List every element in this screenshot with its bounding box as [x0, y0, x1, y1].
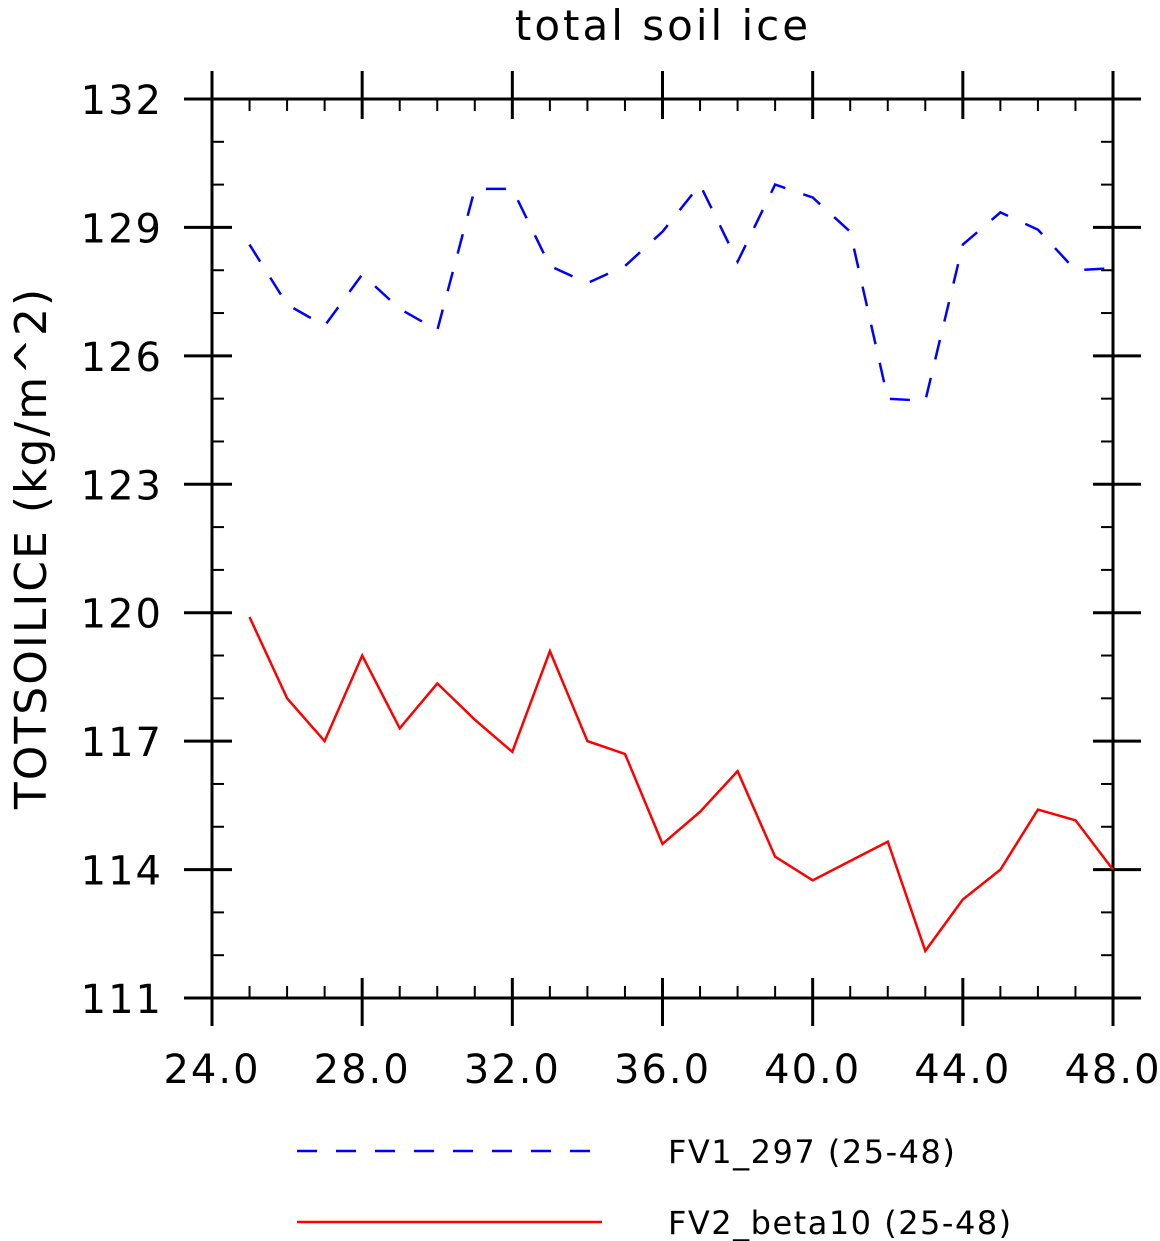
- plot-frame: [210, 97, 1115, 1000]
- plot-area: 24.0 28.0 32.0 36.0 40.0 44.0 48.0 111 114 117 120…: [81, 71, 1160, 1093]
- series-line-1: [248, 182, 1114, 403]
- y-tick-label: 126: [81, 335, 163, 381]
- x-tick-label: 40.0: [764, 1047, 861, 1093]
- legend-label-1: FV1_297 (25-48): [668, 1133, 956, 1171]
- x-tick-label: 44.0: [914, 1047, 1011, 1093]
- y-tick-label: 114: [81, 849, 163, 895]
- legend: FV1_297 (25-48) FV2_beta10 (25-48): [297, 1133, 1013, 1241]
- y-tick-label: 120: [81, 592, 163, 638]
- y-tick-label: 132: [81, 78, 163, 124]
- y-tick-label: 117: [81, 720, 163, 766]
- x-tick-label: 32.0: [464, 1047, 561, 1093]
- legend-label-2: FV2_beta10 (25-48): [668, 1204, 1013, 1241]
- chart-title: total soil ice: [515, 1, 811, 50]
- x-tick-label: 28.0: [314, 1047, 411, 1093]
- x-tick-label: 36.0: [614, 1047, 711, 1093]
- y-axis-label: TOTSOILICE (kg/m^2): [6, 287, 57, 810]
- series-line-2: [248, 616, 1114, 954]
- x-tick-label: 48.0: [1064, 1047, 1160, 1093]
- y-tick-label: 123: [81, 463, 163, 509]
- y-tick-label: 111: [81, 977, 163, 1023]
- y-tick-label: 129: [81, 206, 163, 252]
- x-tick-label: 24.0: [163, 1047, 260, 1093]
